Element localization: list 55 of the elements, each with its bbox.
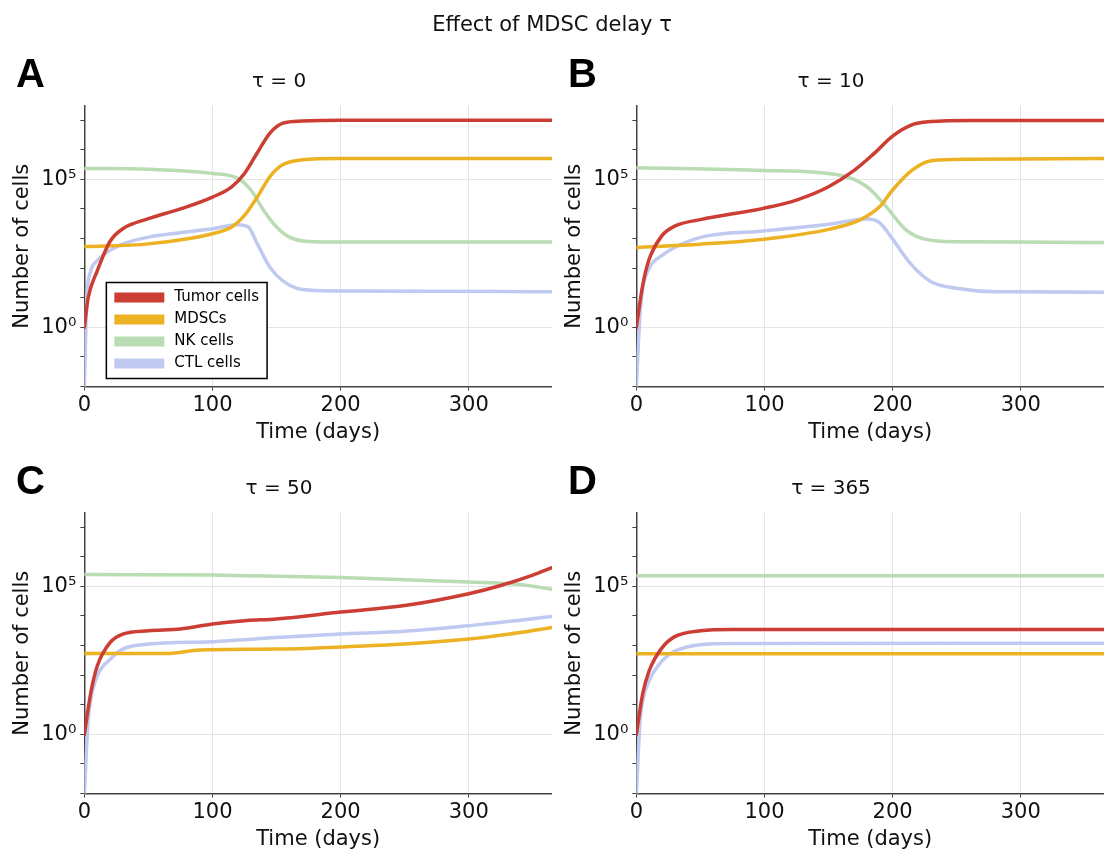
x-axis-title: Time (days) bbox=[255, 825, 381, 850]
x-tick-label: 300 bbox=[448, 391, 489, 416]
text: C bbox=[16, 458, 45, 503]
x-tick-label: 0 bbox=[629, 798, 644, 823]
line-series bbox=[84, 156, 552, 249]
x-tick-label: 300 bbox=[1000, 391, 1041, 416]
line-series bbox=[636, 627, 1104, 737]
y-axis-title: Number of cells bbox=[9, 163, 34, 329]
chart-title: τ = 10 bbox=[797, 68, 865, 93]
line-series bbox=[84, 118, 552, 330]
x-tick-label: 0 bbox=[77, 798, 92, 823]
x-axis-title: Time (days) bbox=[807, 825, 933, 850]
y-tick-label: 10⁵ bbox=[593, 572, 629, 597]
x-tick-label: 300 bbox=[448, 798, 489, 823]
x-tick-label: 100 bbox=[744, 391, 785, 416]
legend-label: CTL cells bbox=[174, 353, 241, 372]
y-tick-label: 10⁰ bbox=[593, 720, 629, 745]
legend-label: NK cells bbox=[174, 331, 234, 350]
line-series bbox=[636, 156, 1104, 250]
line-series bbox=[636, 118, 1104, 330]
chart-title: τ = 0 bbox=[251, 68, 307, 93]
x-tick-label: 200 bbox=[872, 798, 913, 823]
x-tick-label: 0 bbox=[77, 391, 92, 416]
x-tick-label: 200 bbox=[872, 391, 913, 416]
x-tick-label: 100 bbox=[192, 798, 233, 823]
text: D bbox=[568, 458, 597, 503]
y-tick-label: 10⁵ bbox=[593, 165, 629, 190]
x-tick-label: 200 bbox=[320, 798, 361, 823]
y-axis-title: Number of cells bbox=[561, 163, 586, 329]
y-tick-label: 10⁰ bbox=[593, 313, 629, 338]
chart-title: τ = 50 bbox=[245, 475, 313, 500]
x-tick-label: 100 bbox=[192, 391, 233, 416]
chart-title: τ = 365 bbox=[791, 475, 871, 500]
x-tick-label: 0 bbox=[629, 391, 644, 416]
y-tick-label: 10⁰ bbox=[41, 720, 77, 745]
x-axis-title: Time (days) bbox=[255, 418, 381, 443]
y-axis-title: Number of cells bbox=[9, 570, 34, 736]
x-tick-label: 300 bbox=[1000, 798, 1041, 823]
text: A bbox=[16, 51, 45, 96]
legend-label: Tumor cells bbox=[173, 287, 260, 306]
y-tick-label: 10⁰ bbox=[41, 313, 77, 338]
x-tick-label: 100 bbox=[744, 798, 785, 823]
line-series bbox=[84, 625, 552, 656]
legend-label: MDSCs bbox=[174, 309, 227, 328]
x-tick-label: 200 bbox=[320, 391, 361, 416]
line-series bbox=[636, 166, 1104, 245]
text: B bbox=[568, 51, 597, 96]
line-series bbox=[84, 166, 552, 244]
y-tick-label: 10⁵ bbox=[41, 165, 77, 190]
y-axis-title: Number of cells bbox=[561, 570, 586, 736]
y-tick-label: 10⁵ bbox=[41, 572, 77, 597]
x-axis-title: Time (days) bbox=[807, 418, 933, 443]
line-series bbox=[84, 572, 552, 592]
line-series bbox=[84, 565, 552, 737]
text: Effect of MDSC delay τ bbox=[431, 11, 673, 38]
